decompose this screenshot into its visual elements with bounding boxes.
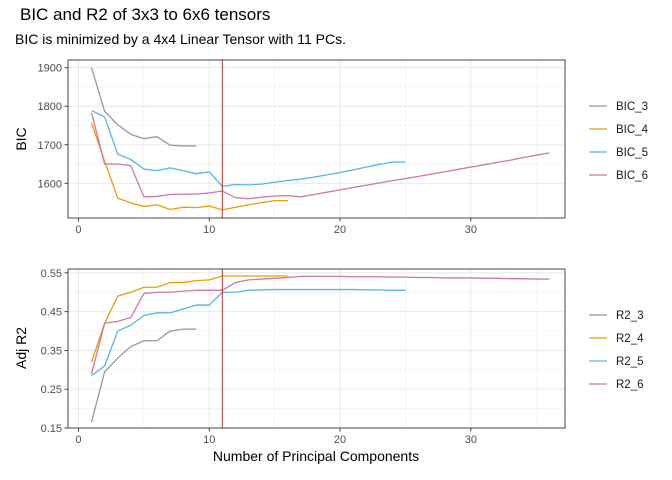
x-tick-label: 30 (465, 434, 477, 446)
series-line-r2-4 (92, 276, 288, 362)
legend-label: BIC_4 (616, 124, 649, 136)
x-axis-title: Number of Principal Components (213, 448, 419, 464)
series-line-bic-5 (92, 110, 406, 186)
y-tick-label: 1800 (38, 101, 62, 113)
y-tick-label: 1600 (38, 178, 62, 190)
chart-title: BIC and R2 of 3x3 to 6x6 tensors (20, 5, 270, 24)
series-line-bic-4 (92, 123, 288, 210)
legend: R2_3 R2_4 R2_5 R2_6 (589, 310, 644, 391)
panels: 0 10 20 301600170018001900BICBIC_3BIC_4BIC_… (13, 60, 649, 446)
x-tick-label: 10 (203, 434, 215, 446)
x-tick-label: 30 (465, 224, 477, 236)
legend-label: BIC_5 (616, 147, 648, 159)
x-tick-label: 10 (203, 224, 215, 236)
legend: BIC_3 BIC_4 BIC_5 BIC_6 (589, 101, 649, 182)
series-line-r2-6 (92, 276, 550, 373)
x-tick-label: 20 (334, 434, 346, 446)
grid (68, 269, 565, 428)
y-tick-label: 1900 (38, 63, 62, 75)
legend-label: BIC_3 (616, 101, 648, 113)
legend-label: R2_4 (616, 333, 644, 345)
y-axis-title: BIC (13, 127, 29, 150)
y-tick-label: 0.35 (41, 345, 62, 357)
y-tick-label: 0.55 (41, 268, 62, 280)
y-tick-label: 0.25 (41, 384, 62, 396)
legend-label: R2_3 (616, 310, 644, 322)
y-tick-label: 0.45 (41, 307, 62, 319)
legend-label: R2_5 (616, 356, 644, 368)
x-tick-label: 20 (334, 224, 346, 236)
panel-border (68, 269, 565, 428)
legend-label: R2_6 (616, 379, 644, 391)
y-axis-title: Adj R2 (13, 327, 29, 369)
y-tick-label: 1700 (38, 140, 62, 152)
x-tick-label: 0 (75, 224, 81, 236)
y-tick-label: 0.15 (41, 423, 62, 435)
chart-subtitle: BIC is minimized by a 4x4 Linear Tensor … (15, 31, 346, 47)
legend-label: BIC_6 (616, 170, 648, 182)
x-tick-label: 0 (75, 434, 81, 446)
panel-1: 0 10 20 301600170018001900BICBIC_3BIC_4BIC_… (13, 60, 649, 236)
